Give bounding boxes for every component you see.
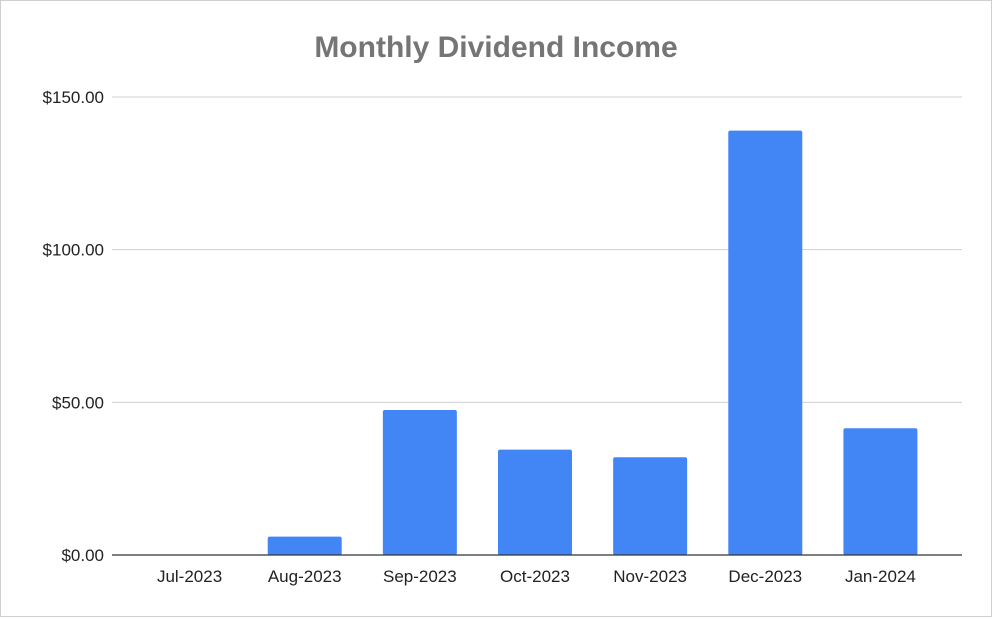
y-tick-label: $50.00 <box>52 393 104 412</box>
gridlines <box>112 96 962 403</box>
bar <box>498 449 572 555</box>
chart-title: Monthly Dividend Income <box>314 31 678 64</box>
y-tick-label: $0.00 <box>61 546 104 565</box>
x-tick-label: Dec-2023 <box>728 567 802 586</box>
bar <box>382 409 457 555</box>
x-tick-label: Oct-2023 <box>500 567 570 586</box>
bar <box>613 457 688 555</box>
x-tick-label: Jul-2023 <box>157 567 222 586</box>
bar <box>267 536 342 555</box>
y-axis-tick-labels: $0.00 $50.00 $100.00 $150.00 <box>43 88 104 565</box>
x-tick-label: Aug-2023 <box>268 567 342 586</box>
bar <box>728 130 803 555</box>
y-tick-label: $100.00 <box>43 241 104 260</box>
x-tick-label: Sep-2023 <box>383 567 457 586</box>
bars <box>267 130 918 555</box>
bar <box>843 428 918 555</box>
y-tick-label: $150.00 <box>43 88 104 107</box>
x-axis-tick-labels: Jul-2023 Aug-2023 Sep-2023 Oct-2023 Nov-2023… <box>157 567 916 586</box>
x-tick-label: Nov-2023 <box>613 567 687 586</box>
x-tick-label: Jan-2024 <box>845 567 916 586</box>
